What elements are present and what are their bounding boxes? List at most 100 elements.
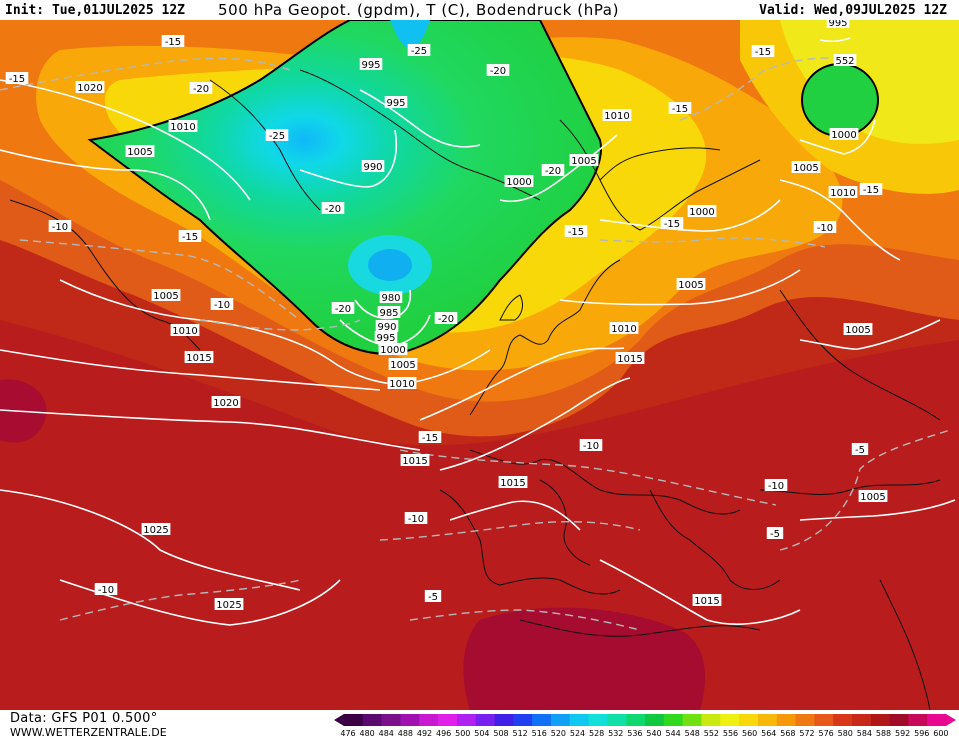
temperature-label: -15 xyxy=(751,45,775,58)
svg-text:-15: -15 xyxy=(182,232,198,243)
colorbar-swatch xyxy=(550,714,571,726)
svg-text:1005: 1005 xyxy=(860,492,885,503)
colorbar-swatch xyxy=(438,714,458,726)
colorbar-tick-label: 588 xyxy=(875,729,892,738)
colorbar-swatch xyxy=(851,714,872,726)
temperature-label: -10 xyxy=(813,221,837,234)
colorbar-swatch xyxy=(494,714,514,726)
pressure-label: 1010 xyxy=(387,377,417,390)
svg-text:1010: 1010 xyxy=(389,379,414,390)
pressure-label: 1000 xyxy=(378,343,408,356)
colorbar-tick-label: 476 xyxy=(340,729,356,738)
temperature-label: -10 xyxy=(764,479,788,492)
colorbar-tick-label: 544 xyxy=(665,729,681,738)
svg-text:1015: 1015 xyxy=(617,354,642,365)
hot-core-africa xyxy=(463,607,705,710)
temperature-label: -20 xyxy=(189,82,213,95)
colorbar-swatch xyxy=(645,714,665,726)
svg-text:-10: -10 xyxy=(768,481,784,492)
pressure-label: 1010 xyxy=(168,120,198,133)
pressure-label: 1000 xyxy=(829,128,859,141)
isotherms xyxy=(0,57,951,631)
svg-text:1020: 1020 xyxy=(77,83,102,94)
colorbar-tick-label: 516 xyxy=(531,729,547,738)
colorbar-swatch xyxy=(757,714,778,726)
svg-text:-10: -10 xyxy=(583,441,599,452)
svg-text:1025: 1025 xyxy=(216,600,241,611)
map-header: Init: Tue,01JUL2025 12Z 500 hPa Geopot. … xyxy=(0,0,959,20)
svg-text:985: 985 xyxy=(379,308,398,319)
colorbar-tick-label: 556 xyxy=(722,729,739,738)
colorbar-tick-label: 568 xyxy=(780,729,796,738)
pressure-label: 1010 xyxy=(828,186,858,199)
map-footer: Data: GFS P01 0.500° WWW.WETTERZENTRALE.… xyxy=(0,710,959,741)
pressure-label: 995 xyxy=(374,331,398,344)
svg-text:990: 990 xyxy=(377,322,396,333)
pressure-label: 995 xyxy=(384,96,408,109)
temperature-label: -15 xyxy=(859,183,883,196)
svg-text:-15: -15 xyxy=(422,433,438,444)
temperature-label: -20 xyxy=(434,312,458,325)
pressure-labels: 1020101010059959959901000100510101000100… xyxy=(75,20,888,611)
svg-text:1025: 1025 xyxy=(143,525,168,536)
temperature-label: -25 xyxy=(265,129,289,142)
svg-text:1010: 1010 xyxy=(611,324,636,335)
colorbar-tick-label: 480 xyxy=(359,729,375,738)
svg-text:-15: -15 xyxy=(664,219,680,230)
svg-text:995: 995 xyxy=(376,333,395,344)
temperature-label: -5 xyxy=(766,527,784,540)
svg-text:990: 990 xyxy=(363,162,382,173)
svg-text:1015: 1015 xyxy=(500,478,525,489)
svg-text:995: 995 xyxy=(386,98,405,109)
temperature-label: -20 xyxy=(331,302,355,315)
colorbar-tick-label: 592 xyxy=(894,729,911,738)
colorbar-swatch xyxy=(456,714,477,726)
svg-text:1015: 1015 xyxy=(402,456,427,467)
colorbar-left-arrow xyxy=(334,714,344,726)
svg-text:1005: 1005 xyxy=(153,291,178,302)
temperature-label: -15 xyxy=(668,102,692,115)
colorbar-tick-label: 560 xyxy=(741,729,758,738)
svg-text:-10: -10 xyxy=(408,514,424,525)
svg-text:-10: -10 xyxy=(52,222,68,233)
colorbar-tick-label: 532 xyxy=(608,729,624,738)
colorbar-tick-label: 548 xyxy=(684,729,700,738)
temperature-label: -15 xyxy=(5,72,29,85)
svg-text:1005: 1005 xyxy=(390,360,415,371)
temperature-label: -10 xyxy=(94,583,118,596)
pressure-label: 1005 xyxy=(791,161,821,174)
temperature-label: -15 xyxy=(178,230,202,243)
temperature-label: -25 xyxy=(407,44,431,57)
pressure-label: 985 xyxy=(377,306,401,319)
svg-text:-15: -15 xyxy=(9,74,25,85)
init-time-label: Init: Tue,01JUL2025 12Z xyxy=(5,2,186,18)
colorbar-tick-label: 488 xyxy=(397,729,414,738)
pressure-label: 552 xyxy=(833,54,857,67)
colorbar-swatch xyxy=(513,714,533,726)
pressure-label: 1010 xyxy=(170,324,200,337)
pressure-label: 1005 xyxy=(151,289,181,302)
svg-text:995: 995 xyxy=(361,60,380,71)
pressure-label: 1005 xyxy=(388,358,418,371)
svg-text:1010: 1010 xyxy=(172,326,197,337)
colorbar-swatch xyxy=(588,714,608,726)
svg-text:1020: 1020 xyxy=(213,398,238,409)
svg-text:1005: 1005 xyxy=(793,163,818,174)
northeast-cutoff-low xyxy=(801,63,879,137)
svg-text:-5: -5 xyxy=(428,592,438,603)
svg-text:1005: 1005 xyxy=(127,147,152,158)
colorbar-swatch xyxy=(776,714,796,726)
pressure-label: 1000 xyxy=(504,175,534,188)
svg-text:-20: -20 xyxy=(193,84,209,95)
colorbar-swatch xyxy=(889,714,909,726)
temperature-label: -5 xyxy=(851,443,869,456)
colorbar-tick-label: 484 xyxy=(378,729,394,738)
colorbar-tick-label: 580 xyxy=(837,729,853,738)
svg-text:1015: 1015 xyxy=(186,353,211,364)
colorbar-swatch xyxy=(833,714,853,726)
pressure-label: 1010 xyxy=(602,109,632,122)
svg-text:1015: 1015 xyxy=(694,596,719,607)
colorbar-swatch xyxy=(814,714,834,726)
svg-text:1010: 1010 xyxy=(830,188,855,199)
colorbar-swatch xyxy=(362,714,383,726)
